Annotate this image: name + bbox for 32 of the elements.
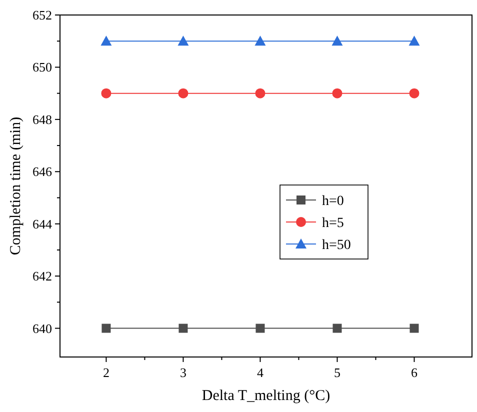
point	[102, 324, 111, 333]
point	[256, 324, 265, 333]
x-tick-label: 5	[334, 365, 340, 380]
y-tick-label: 640	[32, 320, 52, 336]
point	[408, 36, 420, 46]
point	[178, 324, 188, 333]
x-tick-label: 6	[410, 365, 418, 380]
point	[254, 36, 266, 46]
y-tick-label: 644	[32, 216, 52, 232]
y-tick-label: 652	[32, 8, 52, 22]
y-axis-title: Completion time (min)	[8, 116, 24, 256]
point	[100, 36, 112, 46]
point	[255, 88, 266, 98]
legend-label: h=50	[322, 238, 351, 253]
point	[410, 324, 419, 333]
legend-label: h=0	[322, 194, 344, 209]
point	[101, 88, 112, 98]
x-axis-title: Delta T_melting (°C)	[202, 388, 330, 404]
y-tick-label: 646	[32, 164, 52, 180]
x-tick-label: 4	[256, 365, 264, 380]
point	[332, 88, 342, 98]
y-tick-label: 642	[32, 268, 52, 284]
legend-label: h=5	[322, 216, 344, 231]
x-tick-label: 2	[102, 365, 110, 380]
point	[178, 36, 189, 46]
x-tick-label: 3	[180, 365, 186, 380]
point	[332, 36, 343, 46]
y-tick-label: 650	[32, 60, 52, 75]
point	[178, 88, 188, 98]
y-tick-label: 648	[32, 112, 52, 127]
point	[332, 324, 342, 333]
point	[409, 88, 420, 98]
